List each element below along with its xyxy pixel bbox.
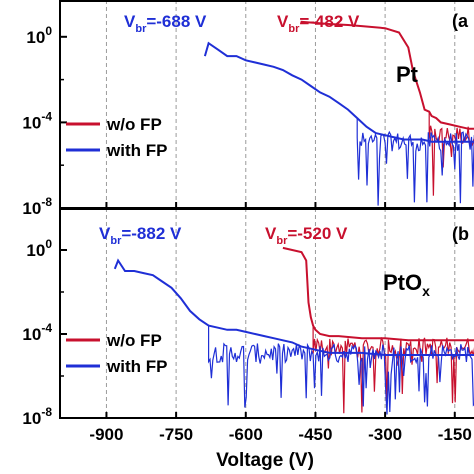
legend-label: w/o FP [106, 115, 162, 134]
y-tick-label: 10-8 [22, 195, 52, 218]
legend-label: with FP [106, 141, 167, 160]
material-label: PtOx [383, 270, 430, 299]
panel-b: 100 10-4 10-8 -900 -750 -600 -450 -300 -150 Vbr=-… [22, 207, 474, 444]
plot-area [203, 20, 474, 206]
y-tick-label: 100 [26, 24, 52, 47]
x-tick-label: -600 [229, 425, 263, 444]
plot-frame [59, 0, 474, 209]
series-line-wo-fp [300, 20, 474, 130]
legend-label: with FP [106, 357, 167, 376]
x-tick-label: -750 [159, 425, 193, 444]
panel-label: (b [452, 224, 469, 244]
material-label: Pt [396, 62, 419, 87]
x-tick-label: -450 [298, 425, 332, 444]
x-tick-label: -150 [438, 425, 472, 444]
y-tick-label: 10-8 [22, 405, 52, 428]
series-line-wo-fp [282, 246, 474, 342]
y-tick-label: 10-4 [22, 109, 52, 132]
panel-a: 100 10-4 10-8 Vbr=-688 V Vbr=-482 V Pt (a w/o F… [22, 0, 474, 218]
series-noise-with-fp [208, 325, 474, 415]
series-line-with-fp [203, 41, 474, 143]
y-tick-label: 100 [26, 237, 52, 260]
x-tick-label: -900 [89, 425, 123, 444]
x-axis-title: Voltage (V) [216, 450, 314, 471]
vbr-annotation: Vbr=-882 V [99, 224, 182, 247]
plot-frame [59, 208, 474, 419]
vbr-annotation: Vbr=-482 V [277, 12, 360, 35]
series-line-with-fp [113, 258, 474, 356]
panel-label: (a [452, 11, 469, 31]
vbr-annotation: Vbr=-520 V [265, 224, 348, 247]
vbr-annotation: Vbr=-688 V [124, 12, 207, 35]
y-tick-label: 10-4 [22, 321, 52, 344]
plot-area [113, 246, 474, 415]
legend-label: w/o FP [106, 331, 162, 350]
x-tick-label: -300 [368, 425, 402, 444]
